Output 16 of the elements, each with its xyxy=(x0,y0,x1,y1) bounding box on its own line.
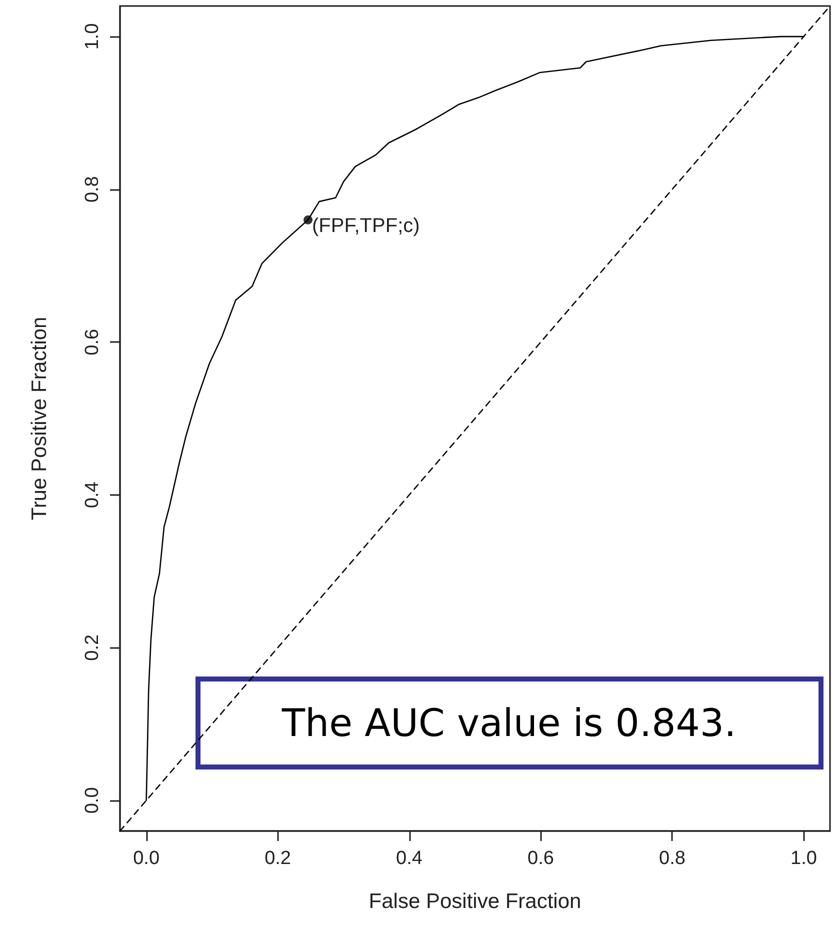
x-tick-label: 1.0 xyxy=(790,848,817,869)
x-tick-label: 0.0 xyxy=(133,848,160,869)
y-tick-label: 1.0 xyxy=(82,23,103,50)
x-tick-label: 0.6 xyxy=(528,848,554,869)
x-tick-label: 0.2 xyxy=(264,848,291,869)
y-tick-label: 0.0 xyxy=(82,787,103,814)
y-axis-title: True Positive Fraction xyxy=(28,316,51,520)
y-tick-label: 0.4 xyxy=(82,481,103,508)
annotation: (FPF,TPF;c) xyxy=(312,214,420,237)
y-tick-label: 0.2 xyxy=(82,634,103,661)
x-tick-label: 0.8 xyxy=(659,848,686,869)
x-tick-label: 0.4 xyxy=(396,848,423,869)
y-tick-label: 0.6 xyxy=(82,328,103,356)
y-tick-label: 0.8 xyxy=(82,176,103,203)
x-axis-title: False Positive Fraction xyxy=(368,890,582,913)
annotation: The AUC value is 0.843. xyxy=(280,701,736,745)
